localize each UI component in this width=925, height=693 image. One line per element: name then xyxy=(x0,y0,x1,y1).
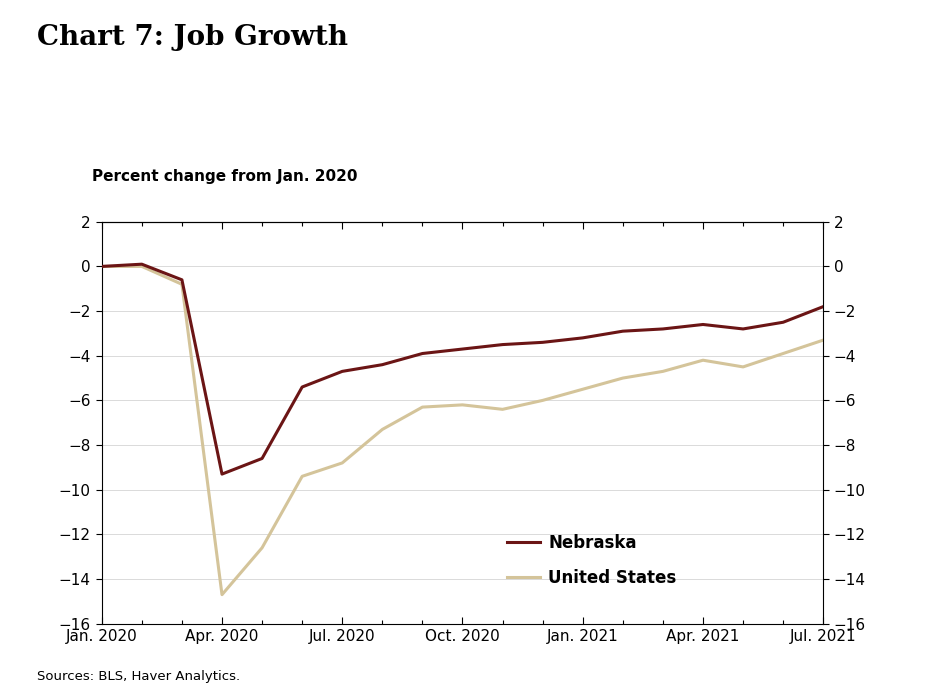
Nebraska xyxy=(457,345,468,353)
Nebraska xyxy=(96,262,107,270)
Text: Percent change from Jan. 2020: Percent change from Jan. 2020 xyxy=(92,168,358,184)
United States xyxy=(537,396,549,405)
Nebraska xyxy=(818,302,829,310)
Nebraska xyxy=(256,455,267,463)
Nebraska xyxy=(577,334,588,342)
Legend: Nebraska, United States: Nebraska, United States xyxy=(499,526,685,595)
United States xyxy=(697,356,709,365)
Nebraska xyxy=(216,470,228,478)
Nebraska xyxy=(658,325,669,333)
Nebraska xyxy=(376,360,388,369)
United States xyxy=(297,472,308,480)
Nebraska xyxy=(537,338,549,346)
Nebraska xyxy=(136,260,147,268)
United States xyxy=(497,405,508,414)
United States xyxy=(818,336,829,344)
United States xyxy=(457,401,468,409)
United States xyxy=(417,403,428,411)
Nebraska xyxy=(337,367,348,376)
Line: Nebraska: Nebraska xyxy=(102,264,823,474)
United States xyxy=(778,349,789,358)
Text: Sources: BLS, Haver Analytics.: Sources: BLS, Haver Analytics. xyxy=(37,669,240,683)
Nebraska xyxy=(697,320,709,328)
United States xyxy=(617,374,628,383)
United States xyxy=(216,590,228,599)
Nebraska xyxy=(417,349,428,358)
Nebraska xyxy=(297,383,308,391)
Nebraska xyxy=(497,340,508,349)
United States xyxy=(577,385,588,394)
United States xyxy=(96,262,107,270)
Nebraska xyxy=(778,318,789,326)
United States xyxy=(376,426,388,434)
United States xyxy=(136,262,147,270)
United States xyxy=(256,543,267,552)
United States xyxy=(658,367,669,376)
United States xyxy=(337,459,348,467)
Text: Chart 7: Job Growth: Chart 7: Job Growth xyxy=(37,24,348,51)
Line: United States: United States xyxy=(102,266,823,595)
Nebraska xyxy=(617,327,628,335)
Nebraska xyxy=(737,325,748,333)
United States xyxy=(177,280,188,288)
United States xyxy=(737,362,748,371)
Nebraska xyxy=(177,276,188,284)
